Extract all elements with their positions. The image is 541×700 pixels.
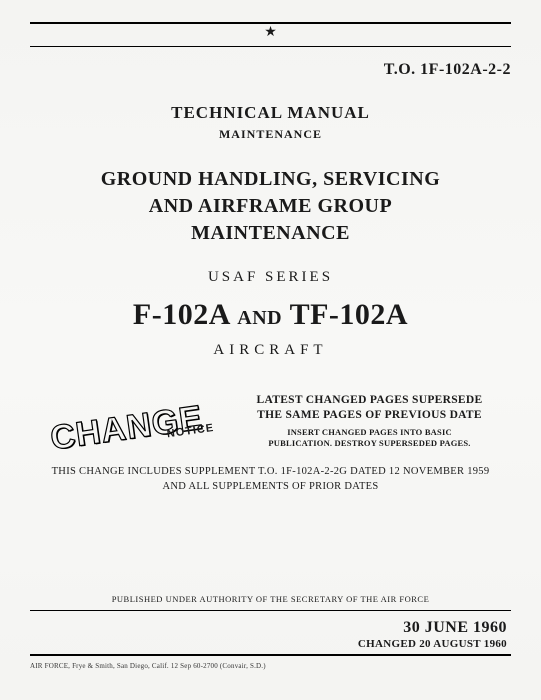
model-and: AND — [237, 307, 282, 329]
technical-manual-heading: TECHNICAL MANUAL — [30, 103, 511, 123]
technical-order-number: T.O. 1F-102A-2-2 — [30, 61, 511, 79]
date-block: 30 JUNE 1960 CHANGED 20 AUGUST 1960 — [30, 619, 511, 650]
supersede-box: LATEST CHANGED PAGES SUPERSEDE THE SAME … — [242, 393, 497, 450]
top-rule-thin — [30, 46, 511, 47]
supersede-sub-line-2: PUBLICATION. DESTROY SUPERSEDED PAGES. — [268, 438, 470, 448]
aircraft-model-line: F-102A AND TF-102A — [30, 298, 511, 332]
change-includes-note: THIS CHANGE INCLUDES SUPPLEMENT T.O. 1F-… — [30, 465, 511, 494]
manual-title: GROUND HANDLING, SERVICING AND AIRFRAME … — [30, 166, 511, 247]
supersede-main: LATEST CHANGED PAGES SUPERSEDE THE SAME … — [242, 393, 497, 423]
manual-title-line-1: GROUND HANDLING, SERVICING — [101, 168, 441, 190]
manual-title-line-2: AND AIRFRAME GROUP — [149, 195, 392, 217]
supersede-instructions: INSERT CHANGED PAGES INTO BASIC PUBLICAT… — [242, 427, 497, 450]
change-stamp: CHANGE NOTICE — [49, 404, 205, 452]
maintenance-subheading: MAINTENANCE — [30, 127, 511, 142]
top-rule-thick — [30, 22, 511, 24]
publication-date: 30 JUNE 1960 — [30, 619, 507, 637]
supersede-sub-line-1: INSERT CHANGED PAGES INTO BASIC — [287, 427, 452, 437]
usaf-series-label: USAF SERIES — [30, 269, 511, 286]
change-includes-line-1: THIS CHANGE INCLUDES SUPPLEMENT T.O. 1F-… — [52, 466, 490, 477]
supersede-line-1: LATEST CHANGED PAGES SUPERSEDE — [257, 394, 483, 406]
bottom-rule-thin — [30, 610, 511, 611]
document-page: ★ T.O. 1F-102A-2-2 TECHNICAL MANUAL MAIN… — [0, 0, 541, 700]
model-f102a: F-102A — [133, 298, 229, 331]
star-ornament: ★ — [30, 26, 511, 40]
printer-fineprint: AIR FORCE, Frye & Smith, San Diego, Cali… — [30, 662, 511, 670]
change-date: CHANGED 20 AUGUST 1960 — [30, 638, 507, 650]
manual-title-line-3: MAINTENANCE — [191, 222, 350, 244]
supersede-line-2: THE SAME PAGES OF PREVIOUS DATE — [257, 409, 482, 421]
change-includes-line-2: AND ALL SUPPLEMENTS OF PRIOR DATES — [162, 481, 378, 492]
change-notice-block: CHANGE NOTICE LATEST CHANGED PAGES SUPER… — [30, 385, 511, 457]
bottom-rule-thick — [30, 654, 511, 656]
aircraft-label: AIRCRAFT — [30, 342, 511, 359]
publication-authority: PUBLISHED UNDER AUTHORITY OF THE SECRETA… — [30, 594, 511, 604]
model-tf102a: TF-102A — [290, 298, 409, 331]
